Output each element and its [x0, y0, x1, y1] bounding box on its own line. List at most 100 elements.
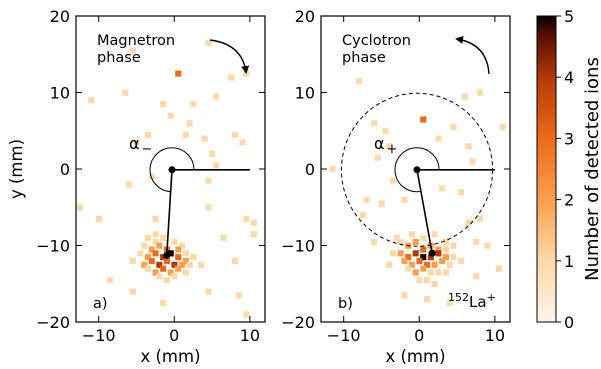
heatmap-cell [420, 234, 427, 242]
heatmap-cell [144, 234, 152, 242]
heatmap-cell [152, 215, 159, 222]
colorbar-tick-label: 0 [564, 313, 574, 332]
heatmap-cell [424, 261, 431, 268]
heatmap-cell [171, 238, 178, 245]
center-point [168, 166, 176, 174]
y-tick-label: 20 [295, 7, 315, 26]
heatmap-cell [393, 234, 400, 242]
heatmap-cell [220, 234, 227, 242]
heatmap-cell [405, 254, 412, 261]
heatmap-cell [420, 265, 427, 272]
heatmap-cell [186, 120, 193, 127]
heatmap-cell [152, 269, 159, 276]
heatmap-cell [152, 250, 159, 257]
heatmap-cell [442, 246, 449, 253]
heatmap-cell [213, 162, 220, 169]
heatmap-cell [450, 242, 457, 249]
heatmap-cell [129, 47, 136, 54]
heatmap-cell [435, 246, 442, 253]
heatmap-cell [190, 254, 197, 261]
heatmap-cell [465, 219, 472, 226]
heatmap-cell [473, 273, 480, 280]
heatmap-cell [239, 139, 246, 146]
x-tick-label: −10 [327, 326, 361, 345]
heatmap-cell [329, 166, 336, 173]
colorbar-tick-label: 5 [564, 7, 574, 26]
heatmap-cell [416, 277, 423, 284]
heatmap-cell [435, 250, 442, 257]
heatmap-cell [171, 273, 178, 280]
angle-label: α + [374, 134, 397, 157]
phase-label-line2: phase [97, 50, 141, 66]
heatmap-cell [95, 215, 102, 222]
heatmap-cell [389, 250, 397, 257]
x-tick-label: 0 [414, 326, 424, 345]
heatmap-cell [250, 219, 257, 226]
heatmap-cell [129, 288, 136, 295]
y-tick-label: 10 [295, 84, 315, 103]
heatmap-cell [152, 238, 159, 245]
isotope-mass: 152 [448, 291, 469, 304]
radius-line [416, 169, 433, 254]
heatmap-cell [431, 280, 438, 288]
angle-subscript: − [142, 142, 153, 157]
heatmap-cell [133, 139, 140, 146]
heatmap-cell [213, 93, 220, 100]
x-tick-label: 0 [169, 326, 179, 345]
heatmap-cell [412, 250, 419, 257]
y-tick-label: 10 [50, 84, 70, 103]
heatmap-cell [424, 277, 431, 284]
heatmap-cell [250, 231, 257, 238]
phase-label-line2: phase [342, 50, 386, 66]
heatmap-cell [458, 257, 465, 265]
heatmap-cell [186, 261, 193, 268]
heatmap-cell [201, 135, 208, 142]
heatmap-cell [160, 254, 167, 261]
ion-spot-point [163, 251, 171, 259]
radius-line [165, 169, 173, 256]
heatmap-cell [163, 257, 170, 265]
phase-label-line1: Magnetron [97, 33, 175, 49]
heatmap-cell [401, 292, 408, 299]
heatmap-cell [424, 296, 431, 303]
colorbar: 0 1 2 3 4 5 Number of detected ions [536, 7, 601, 332]
heatmap-cell [163, 277, 170, 284]
heatmap-cell [141, 261, 148, 268]
x-tick-label: 10 [485, 326, 505, 345]
heatmap-cell [235, 292, 242, 299]
heatmap-cell [182, 269, 189, 276]
x-axis-label: x (mm) [385, 347, 445, 366]
heatmap-cell [420, 254, 427, 261]
heatmap-cell [442, 254, 449, 261]
heatmap-cell [205, 204, 212, 211]
heatmap-cell [76, 204, 84, 211]
y-tick-label: 20 [50, 7, 70, 26]
heatmap-cell [416, 257, 423, 265]
heatmap-cell [148, 257, 155, 265]
heatmap-cell [205, 177, 212, 184]
y-tick-label: −10 [36, 237, 70, 256]
heatmap-cell [171, 261, 178, 268]
heatmap-cell [439, 257, 446, 265]
heatmap-cell [499, 124, 506, 131]
colorbar-label: Number of detected ions [582, 57, 601, 281]
heatmap-cell [129, 257, 136, 265]
heatmap-cell [197, 261, 204, 268]
y-tick-label: 0 [60, 160, 70, 179]
y-tick-label: 0 [305, 160, 315, 179]
heatmap-cell [363, 196, 370, 203]
heatmap-cell [401, 257, 408, 265]
heatmap-cell [122, 89, 129, 96]
heatmap-cell [175, 246, 182, 253]
phase-label-line1: Cyclotron [342, 33, 411, 49]
x-tick-label: 10 [240, 326, 260, 345]
heatmap-cell [231, 257, 238, 265]
heatmap-cell [179, 261, 186, 268]
heatmap-cell [431, 231, 438, 238]
colorbar-tick-label: 2 [564, 191, 574, 210]
heatmap-cell [160, 234, 167, 242]
heatmap-cell [355, 78, 363, 85]
heatmap-cell [420, 246, 427, 253]
